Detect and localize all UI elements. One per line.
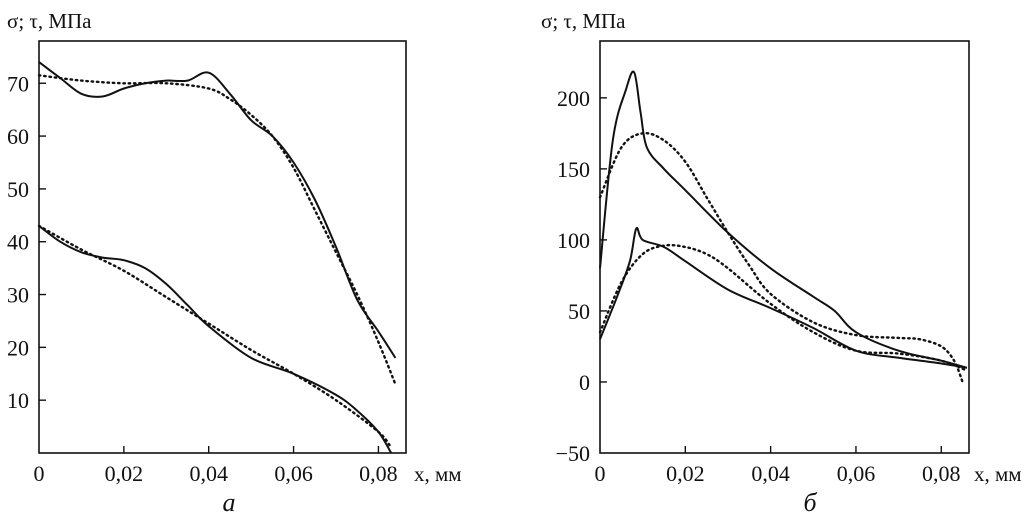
x-axis-label: x, мм [414,462,462,486]
series-line-1-solid [38,61,397,359]
x-axis-label: x, мм [974,462,1022,486]
y-axis-label: σ; τ, МПа [7,9,92,33]
x-tick-label: 0,08 [359,461,398,486]
x-tick-label: 0,04 [189,461,228,486]
x-tick-label: 0,02 [105,461,144,486]
x-tick-label: 0,04 [751,461,790,486]
series-line-1-solid [599,70,968,369]
y-tick-label: 50 [568,299,590,324]
x-tick-label: 0 [595,461,606,486]
panel-label: а [223,488,236,517]
panel-label: б [803,488,817,517]
y-tick-label: 200 [557,86,590,111]
y-tick-label: 100 [557,228,590,253]
chart-panel-b: σ; τ, МПа 0 0,02 0,04 0,06 0,08 −50050100150… [541,9,1022,517]
y-tick-label: −50 [556,441,590,466]
y-tick-label: 70 [7,71,29,96]
plot-frame [599,40,970,454]
x-ticks: 0 0,02 0,04 0,06 0,08 [595,446,961,486]
y-tick-label: 50 [7,177,29,202]
x-ticks: 0 0,02 0,04 0,06 0,08 [34,446,398,486]
series-line-2-dotted [598,131,964,384]
series-lines [37,61,397,454]
y-tick-label: 30 [7,283,29,308]
x-tick-label: 0,02 [666,461,705,486]
x-tick-label: 0,06 [837,461,876,486]
series-line-3-solid [599,226,968,369]
x-tick-label: 0,06 [274,461,313,486]
y-tick-label: 40 [7,230,29,255]
y-tick-label: 60 [7,124,29,149]
plot-frame [38,40,407,454]
series-line-3-solid [38,225,393,454]
y-tick-label: 150 [557,157,590,182]
series-lines [598,70,969,384]
y-ticks: −50 0 50 100 150 200 [556,86,607,466]
chart-panel-a: σ; τ, МПа 0 0,02 0,04 0,06 0,08 10 20 30 40 50 60… [7,9,462,517]
y-tick-label: 20 [7,335,29,360]
series-line-4-dotted [37,224,393,449]
y-tick-label: 0 [579,370,590,395]
y-ticks: 10 20 30 40 50 60 70 [7,71,46,413]
y-tick-label: 10 [7,388,29,413]
x-tick-label: 0,08 [922,461,961,486]
series-line-4-dotted [598,243,969,372]
series-line-2-dotted [37,74,397,386]
x-tick-label: 0 [34,461,45,486]
y-axis-label: σ; τ, МПа [541,9,626,33]
